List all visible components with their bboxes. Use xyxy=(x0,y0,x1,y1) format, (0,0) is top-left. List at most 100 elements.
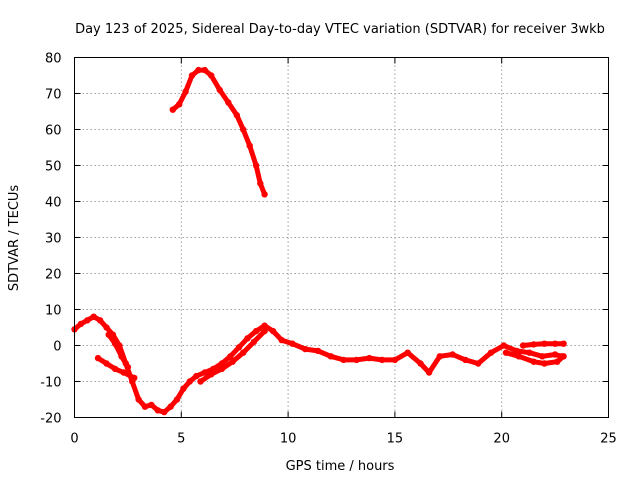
data-point xyxy=(180,385,187,392)
data-point xyxy=(530,358,537,365)
y-tick-label: 30 xyxy=(45,232,62,247)
data-point xyxy=(278,336,285,344)
x-axis-label: GPS time / hours xyxy=(286,459,395,474)
data-point xyxy=(201,66,208,74)
y-tick-label: 10 xyxy=(45,304,62,319)
y-tick-label: 20 xyxy=(45,268,62,283)
x-tick-label: 0 xyxy=(70,432,78,447)
data-point xyxy=(449,351,456,358)
data-point xyxy=(90,313,97,320)
data-point xyxy=(541,360,548,367)
data-point xyxy=(551,351,559,358)
data-point xyxy=(195,66,202,74)
data-point xyxy=(124,363,132,371)
data-point xyxy=(141,403,149,410)
data-point xyxy=(261,322,268,329)
data-point xyxy=(233,111,240,119)
data-point xyxy=(240,349,247,356)
data-point xyxy=(148,401,155,409)
series-line-satellite-track-1 xyxy=(72,314,564,415)
x-tick-label: 10 xyxy=(280,432,297,447)
data-point xyxy=(353,356,360,364)
data-point xyxy=(560,353,567,360)
data-point xyxy=(208,72,215,79)
data-point xyxy=(96,317,104,324)
data-point xyxy=(261,327,268,335)
data-point xyxy=(182,88,189,95)
data-point xyxy=(186,378,193,385)
data-point xyxy=(208,371,215,378)
data-point xyxy=(201,369,208,376)
data-point xyxy=(462,356,469,364)
data-point xyxy=(425,369,433,376)
y-tick-label: 80 xyxy=(45,52,62,67)
x-tick-label: 5 xyxy=(177,432,185,447)
data-point xyxy=(169,106,176,113)
data-point xyxy=(269,327,277,335)
data-point xyxy=(135,396,142,403)
y-tick-label: 0 xyxy=(53,340,61,355)
data-point xyxy=(526,349,533,356)
data-point xyxy=(519,342,527,349)
y-axis-label: SDTVAR / TECUs xyxy=(7,185,22,292)
data-point xyxy=(404,349,411,356)
data-point xyxy=(560,340,567,347)
data-point xyxy=(252,162,260,169)
data-point xyxy=(327,353,334,360)
data-point xyxy=(257,180,264,187)
data-point xyxy=(240,126,247,133)
data-point xyxy=(244,335,251,342)
data-point xyxy=(539,353,546,360)
data-point xyxy=(513,347,520,355)
chart-title: Day 123 of 2025, Sidereal Day-to-day VTE… xyxy=(75,22,605,37)
series-line-satellite-track-3 xyxy=(106,332,131,370)
data-point xyxy=(216,86,223,94)
data-point xyxy=(235,344,243,351)
data-point xyxy=(103,324,110,331)
data-point xyxy=(227,353,234,360)
data-point xyxy=(77,320,85,328)
data-point xyxy=(94,354,102,362)
data-point xyxy=(103,360,110,367)
y-axis: -20 -10 0 10 20 30 40 50 60 70 80 xyxy=(40,52,609,427)
data-point xyxy=(502,349,510,356)
data-point xyxy=(84,317,91,324)
data-point xyxy=(111,340,119,347)
grid xyxy=(74,57,609,418)
data-point xyxy=(167,403,174,410)
data-point xyxy=(554,358,561,365)
x-tick-label: 25 xyxy=(600,432,617,447)
data-point xyxy=(111,365,119,373)
data-point xyxy=(118,353,125,360)
data-point xyxy=(475,360,482,367)
x-axis: 0 5 10 15 20 25 xyxy=(70,57,617,447)
y-tick-label: 40 xyxy=(45,196,62,211)
y-tick-label: -10 xyxy=(40,376,61,391)
y-tick-label: 70 xyxy=(45,88,62,103)
data-point xyxy=(417,360,424,367)
data-point xyxy=(218,365,226,373)
x-tick-label: 15 xyxy=(387,432,404,447)
data-point xyxy=(541,340,548,347)
data-point xyxy=(436,353,443,360)
data-point xyxy=(261,191,268,198)
data-point xyxy=(131,374,138,382)
data-point xyxy=(173,396,181,403)
data-point xyxy=(161,408,168,416)
data-point xyxy=(176,101,183,108)
data-point xyxy=(105,331,112,338)
data-point xyxy=(250,338,258,346)
data-point xyxy=(314,347,322,355)
data-point xyxy=(378,356,386,364)
data-point xyxy=(487,349,495,356)
x-tick-label: 20 xyxy=(493,432,510,447)
data-point xyxy=(302,345,309,353)
data-point xyxy=(551,340,559,347)
data-point xyxy=(530,341,537,348)
data-point xyxy=(252,327,260,335)
data-point xyxy=(500,342,507,349)
data-point xyxy=(366,354,373,362)
y-tick-label: 50 xyxy=(45,160,62,175)
data-point xyxy=(515,353,522,360)
